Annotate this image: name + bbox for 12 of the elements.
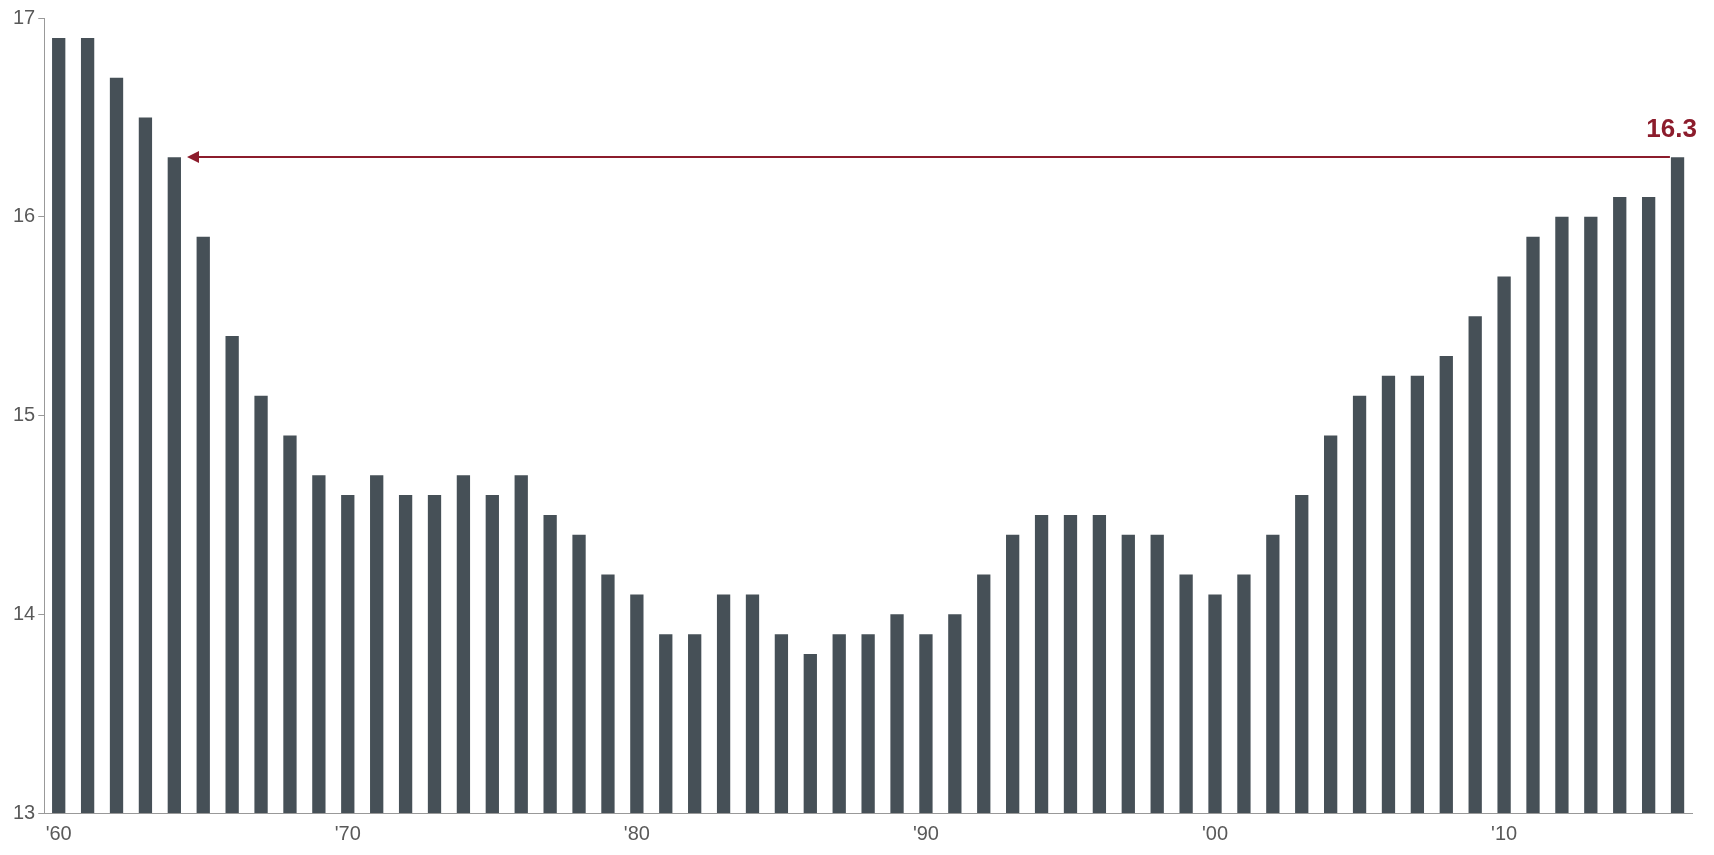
y-tick-label: 16	[13, 204, 36, 227]
y-tick-label: 17	[13, 5, 36, 28]
x-tick-label: '90	[912, 821, 939, 844]
x-tick-label: '80	[623, 821, 650, 844]
x-tick-label: '70	[334, 821, 361, 844]
x-tick-label: '60	[45, 821, 72, 844]
y-tick-label: 14	[13, 601, 36, 624]
x-tick-label: '10	[1491, 821, 1518, 844]
y-tick-label: 15	[13, 403, 36, 426]
x-tick-label: '00	[1201, 821, 1229, 844]
annotation: 16.3	[1646, 113, 1697, 144]
y-tick-label: 13	[13, 800, 36, 823]
